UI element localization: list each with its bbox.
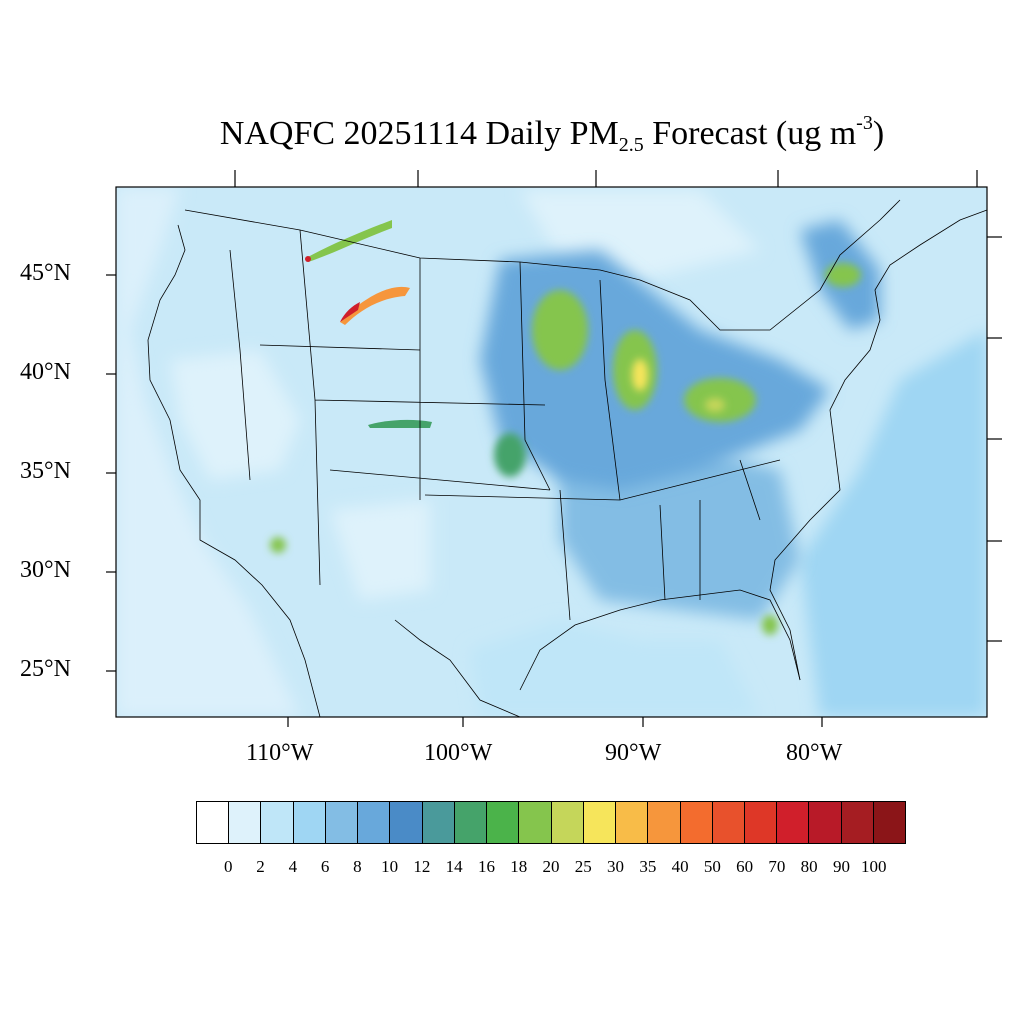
kansas-hotspot	[494, 433, 526, 477]
pacific-ocean	[116, 187, 300, 717]
colorbar-tick-label: 10	[381, 857, 399, 876]
colorbar-cell	[551, 802, 584, 843]
colorbar-cell	[648, 802, 681, 843]
colorbar-tick-label: 90	[832, 857, 850, 876]
state-line-1	[229, 229, 781, 621]
lat-label-45: 45°N	[20, 260, 71, 286]
tick-marks	[106, 170, 1002, 727]
colorado-plume	[368, 419, 432, 428]
great-basin-low	[170, 350, 300, 480]
north-plume-outer	[306, 220, 392, 262]
colorbar-tick-label: 2	[256, 857, 265, 876]
colorbar-cell	[583, 802, 617, 843]
lon-label-110w: 110°W	[246, 740, 314, 766]
southeast-moderate	[560, 450, 800, 620]
lon-label-100w: 100°W	[424, 740, 493, 766]
colorbar-tick-label: 100	[860, 857, 887, 876]
colorbar-cell	[390, 802, 423, 843]
colorbar-tick-label: 40	[671, 857, 689, 876]
colorbar-cell	[229, 802, 262, 843]
montana-plume-core	[340, 302, 360, 322]
colorbar-tick-label: 6	[320, 857, 330, 876]
colorbar-cell	[712, 802, 745, 843]
upper-midwest-hotspot	[532, 290, 588, 370]
colorbar-tick-label: 4	[288, 857, 298, 876]
northeast-hotspot	[825, 263, 861, 287]
colorbar-tick-label: 0	[224, 857, 233, 876]
colorbar-cell	[519, 802, 552, 843]
west-coast	[147, 224, 321, 718]
lon-label-80w: 80°W	[786, 740, 843, 766]
lon-label-90w: 90°W	[605, 740, 662, 766]
colorbar-cell	[777, 802, 810, 843]
map-field	[116, 187, 987, 717]
colorbar-tick-label: 70	[768, 857, 786, 876]
colorbar-tick-label: 25	[574, 857, 592, 876]
arizona-hotspot	[270, 537, 286, 553]
colorbar-cell	[261, 802, 294, 843]
montana-plume-outer	[340, 286, 410, 325]
colorbar-tick-label: 60	[736, 857, 754, 876]
map-frame	[115, 186, 988, 718]
colorbar-tick-label: 30	[607, 857, 625, 876]
colorbar-tick-label: 35	[639, 857, 657, 876]
boundaries	[147, 199, 988, 718]
colorbar-cell	[325, 802, 359, 843]
colorbar-cell	[293, 802, 326, 843]
ohio-valley-core	[705, 398, 725, 412]
lat-label-25: 25°N	[20, 656, 71, 682]
colorbar-cell	[616, 802, 649, 843]
atlantic-ocean	[800, 330, 987, 717]
lat-label-40: 40°N	[20, 359, 71, 385]
florida-hotspot	[762, 615, 778, 635]
gulf-coast	[394, 589, 801, 718]
colorbar-tick-label: 20	[542, 857, 560, 876]
colorbar-tick-label: 18	[510, 857, 528, 876]
colorbar-cell	[358, 802, 391, 843]
colorbar-cell	[680, 802, 713, 843]
colorbar-cell	[744, 802, 778, 843]
colorbar-tick-label: 8	[353, 857, 362, 876]
colorbar-tick-label: 14	[445, 857, 463, 876]
colorbar-tick-label: 16	[477, 857, 495, 876]
colorbar-cell	[809, 802, 842, 843]
colorbar-cell	[487, 802, 520, 843]
colorbar-tick-label: 50	[703, 857, 721, 876]
lat-label-35: 35°N	[20, 458, 71, 484]
colorbar	[196, 801, 906, 844]
map-title: NAQFC 20251114 Daily PM2.5 Forecast (ug …	[219, 112, 885, 156]
north-plume-core	[305, 256, 311, 262]
gulf-of-mexico	[470, 620, 760, 717]
colorbar-cell	[422, 802, 455, 843]
east-coast	[769, 209, 988, 681]
colorbar-cell	[197, 802, 230, 843]
colorbar-cell	[841, 802, 874, 843]
illinois-core	[632, 359, 648, 391]
colorbar-tick-label: 12	[413, 857, 431, 876]
colorbar-tick-label: 80	[800, 857, 818, 876]
colorbar-cell	[873, 802, 906, 843]
southwest-low	[330, 500, 430, 600]
colorbar-cell	[454, 802, 488, 843]
lat-label-30: 30°N	[20, 557, 71, 583]
